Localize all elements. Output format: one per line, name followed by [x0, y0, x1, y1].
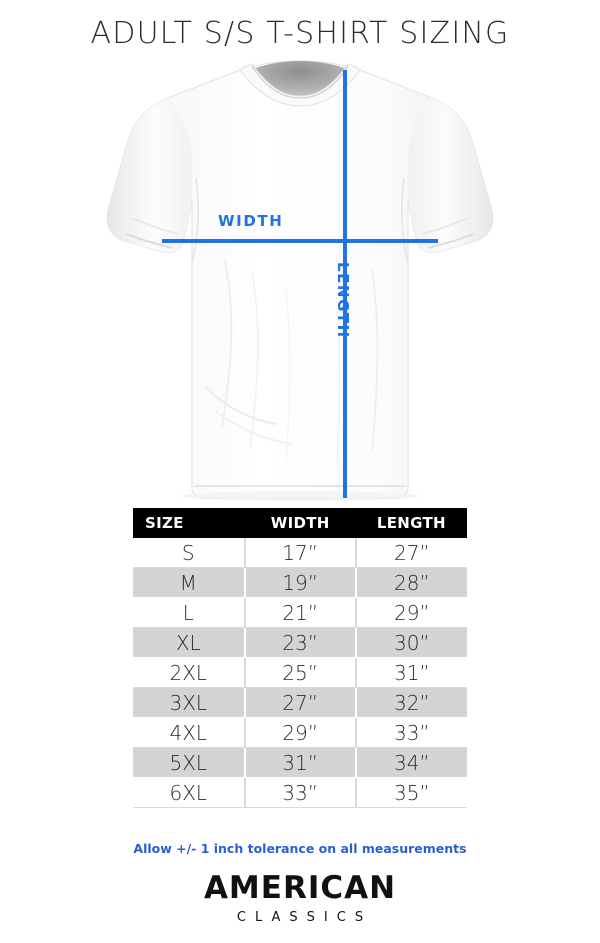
collar — [239, 61, 361, 107]
cell-size: S — [133, 538, 246, 568]
column-header-size: SIZE — [145, 514, 184, 532]
tshirt-diagram — [0, 58, 600, 503]
brand-subtitle: CLASSICS — [236, 910, 373, 925]
table-row: 3XL 27” 32” — [133, 687, 467, 718]
cell-size: 6XL — [133, 777, 246, 808]
table-row: 4XL 29” 33” — [133, 717, 467, 748]
table-row: L 21” 29” — [133, 597, 467, 628]
cell-size: M — [133, 567, 246, 598]
cell-width: 23” — [244, 627, 357, 658]
table-row: 6XL 33” 35” — [133, 777, 467, 808]
cell-size: 3XL — [133, 687, 246, 718]
cell-length: 27” — [355, 538, 467, 568]
cell-width: 19” — [244, 567, 357, 598]
cell-size: 2XL — [133, 657, 246, 688]
cell-width: 29” — [244, 717, 357, 748]
page-title: ADULT S/S T-SHIRT SIZING — [90, 16, 510, 51]
cell-length: 28” — [355, 567, 467, 598]
cell-length: 31” — [355, 657, 467, 688]
cell-length: 32” — [355, 687, 467, 718]
brand-name: AMERICAN — [203, 870, 397, 906]
table-row: M 19” 28” — [133, 567, 467, 598]
cell-width: 27” — [244, 687, 357, 718]
cell-size: L — [133, 597, 246, 628]
brand-logo: AMERICAN CLASSICS — [0, 870, 600, 926]
table-row: 5XL 31” 34” — [133, 747, 467, 778]
cell-size: 4XL — [133, 717, 246, 748]
cell-length: 29” — [355, 597, 467, 628]
cell-length: 34” — [355, 747, 467, 778]
table-header-row: SIZE WIDTH LENGTH — [133, 508, 467, 538]
shirt-silhouette — [106, 60, 494, 499]
table-row: XL 23” 30” — [133, 627, 467, 658]
table-row: S 17” 27” — [133, 538, 467, 568]
cell-width: 31” — [244, 747, 357, 778]
cell-width: 33” — [244, 777, 357, 808]
cell-size: 5XL — [133, 747, 246, 778]
table-row: 2XL 25” 31” — [133, 657, 467, 688]
column-header-width: WIDTH — [270, 514, 330, 532]
cell-size: XL — [133, 627, 246, 658]
size-chart-table: SIZE WIDTH LENGTH S 17” 27” M 19” 28” L … — [133, 508, 467, 808]
cell-width: 25” — [244, 657, 357, 688]
cell-length: 35” — [355, 777, 467, 808]
tolerance-note: Allow +/- 1 inch tolerance on all measur… — [133, 841, 467, 856]
cell-length: 30” — [355, 627, 467, 658]
cell-width: 17” — [244, 538, 357, 568]
cell-length: 33” — [355, 717, 467, 748]
column-header-length: LENGTH — [376, 514, 446, 532]
cell-width: 21” — [244, 597, 357, 628]
